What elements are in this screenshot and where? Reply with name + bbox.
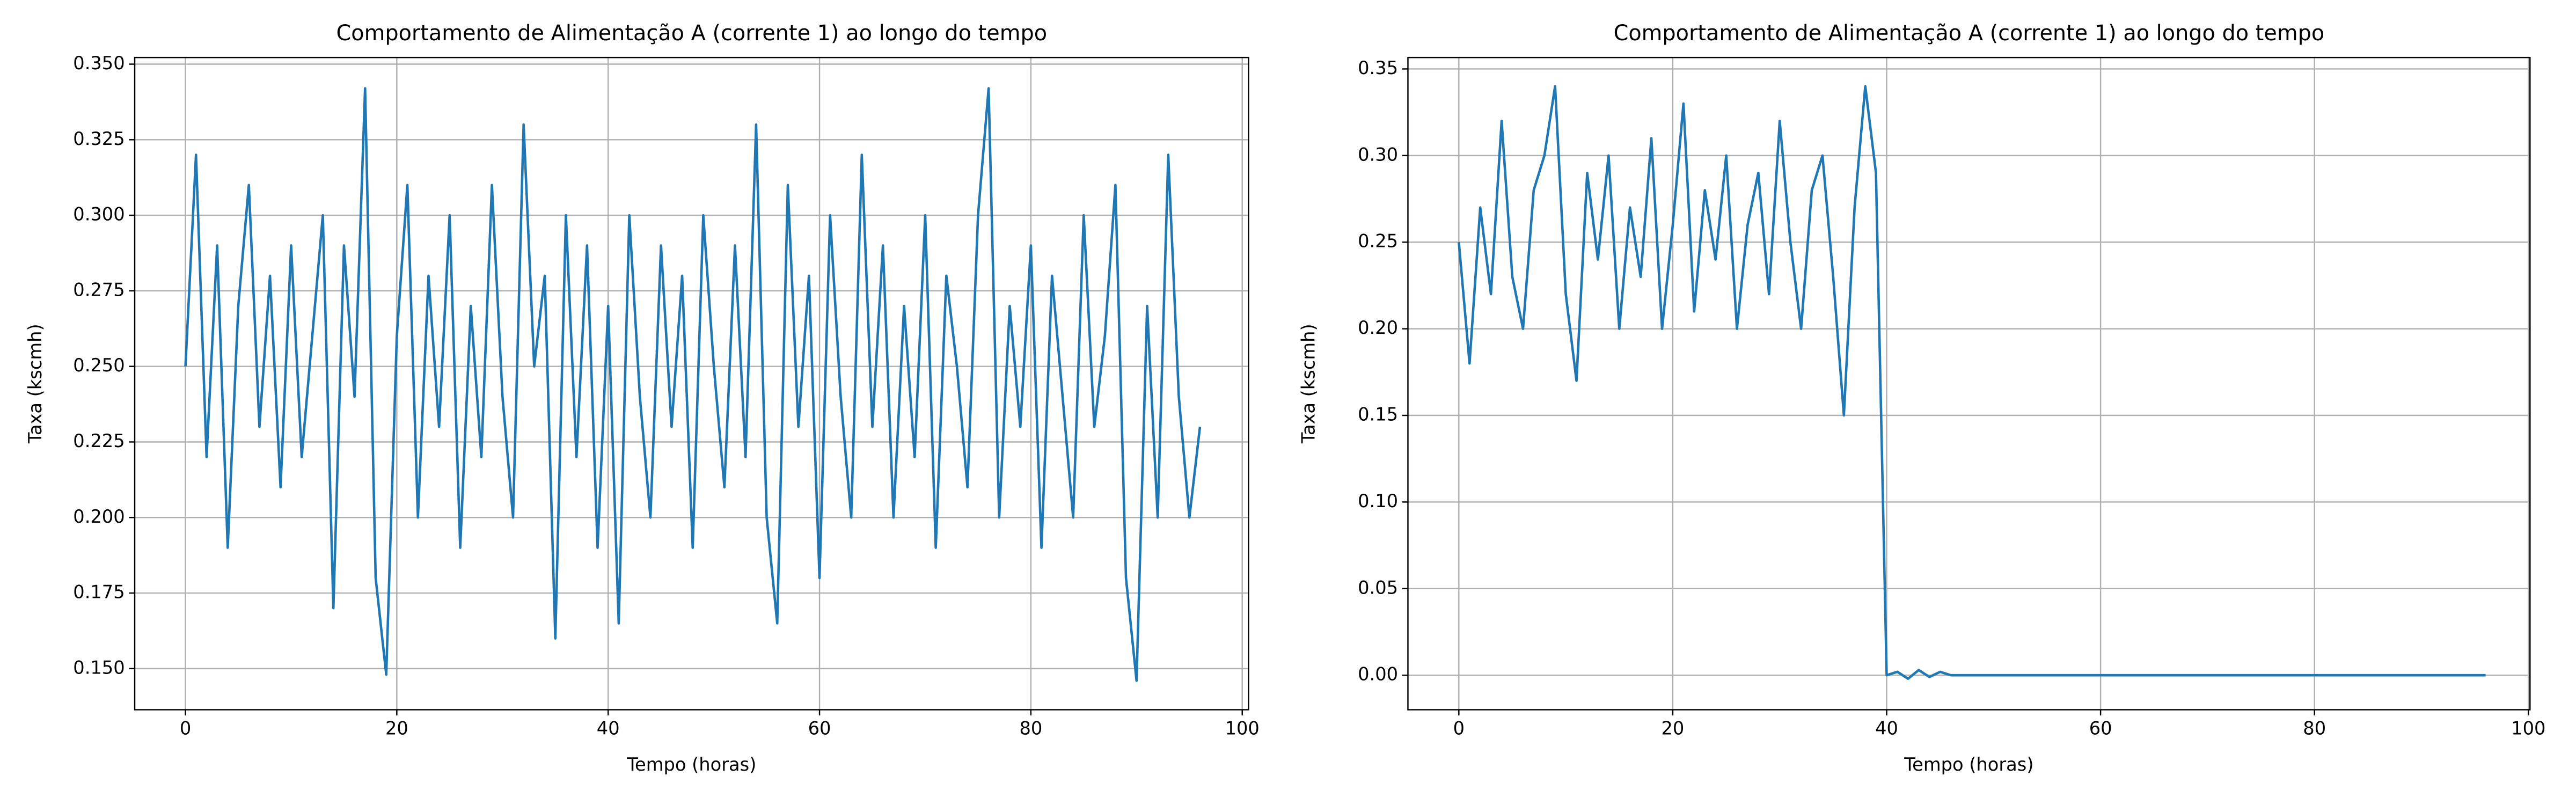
y-tick-label: 0.30 xyxy=(1358,144,1398,165)
y-tick-label: 0.00 xyxy=(1358,664,1398,685)
x-tick-label: 60 xyxy=(808,718,831,739)
x-tick-label: 100 xyxy=(1225,718,1260,739)
y-tick-label: 0.275 xyxy=(73,279,125,300)
chart-title: Comportamento de Alimentação A (corrente… xyxy=(1614,21,2325,46)
x-tick-label: 20 xyxy=(1662,718,1685,739)
axes-frame xyxy=(134,56,1249,711)
x-tick-label: 80 xyxy=(2303,718,2326,739)
x-tick-label: 0 xyxy=(1453,718,1465,739)
x-tick-label: 100 xyxy=(2511,718,2545,739)
x-tick-label: 40 xyxy=(597,718,620,739)
axes-frame xyxy=(1407,56,2531,711)
x-tick-label: 0 xyxy=(180,718,191,739)
y-tick-label: 0.20 xyxy=(1358,317,1398,338)
y-tick-label: 0.175 xyxy=(73,582,125,603)
y-tick-label: 0.25 xyxy=(1358,231,1398,252)
y-tick-label: 0.250 xyxy=(73,355,125,376)
y-tick-label: 0.10 xyxy=(1358,491,1398,511)
y-tick-label: 0.05 xyxy=(1358,577,1398,598)
y-axis-label: Taxa (kscmh) xyxy=(25,324,46,444)
y-tick-label: 0.325 xyxy=(73,128,125,149)
y-axis-label: Taxa (kscmh) xyxy=(1298,324,1319,444)
x-axis-label: Tempo (horas) xyxy=(1904,754,2033,775)
y-tick-label: 0.300 xyxy=(73,204,125,225)
chart-title: Comportamento de Alimentação A (corrente… xyxy=(336,21,1047,46)
data-line xyxy=(1458,85,2486,680)
x-axis-label: Tempo (horas) xyxy=(626,754,756,775)
x-tick-label: 60 xyxy=(2089,718,2112,739)
x-tick-label: 40 xyxy=(1875,718,1898,739)
y-tick-label: 0.15 xyxy=(1358,404,1398,425)
y-tick-label: 0.225 xyxy=(73,430,125,451)
y-tick-label: 0.350 xyxy=(73,53,125,74)
x-tick-label: 20 xyxy=(385,718,408,739)
y-tick-label: 0.35 xyxy=(1358,57,1398,78)
y-tick-label: 0.200 xyxy=(73,506,125,527)
data-line xyxy=(184,87,1202,682)
y-tick-label: 0.150 xyxy=(73,657,125,678)
x-tick-label: 80 xyxy=(1019,718,1042,739)
